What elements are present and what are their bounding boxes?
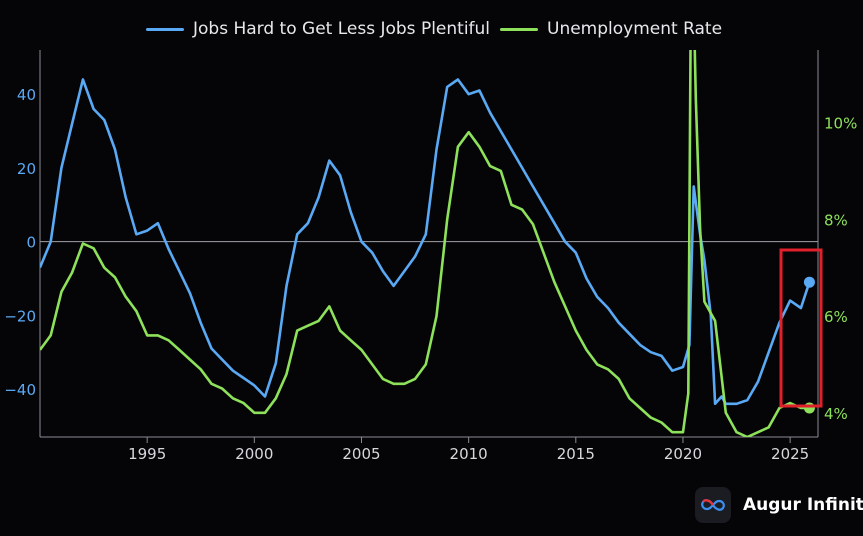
y-left-tick-label: −20 <box>4 307 36 325</box>
x-tick-label: 2015 <box>557 445 595 463</box>
y-left-tick-label: 20 <box>17 160 36 178</box>
x-tick-label: 2005 <box>342 445 380 463</box>
x-tick-label: 2025 <box>771 445 809 463</box>
x-tick-label: 2020 <box>664 445 702 463</box>
y-left-tick-label: 40 <box>17 86 36 104</box>
brand: Augur Infinity <box>695 486 863 524</box>
x-tick-label: 2010 <box>450 445 488 463</box>
infinity-icon <box>695 487 731 523</box>
y-right-tick-label: 8% <box>824 211 848 229</box>
y-right-tick-label: 4% <box>824 405 848 423</box>
legend-label-unemployment: Unemployment Rate <box>547 19 723 39</box>
legend-swatch-unemployment <box>500 27 538 31</box>
brand-name: Augur Infinity <box>743 495 863 515</box>
series-endpoint-unemployment <box>803 402 815 414</box>
y-left-tick-label: −40 <box>4 381 36 399</box>
series-endpoint-jobs <box>803 276 815 288</box>
series-line-unemployment <box>40 50 810 437</box>
y-right-tick-label: 6% <box>824 308 848 326</box>
legend-item-jobs[interactable]: Jobs Hard to Get Less Jobs Plentiful <box>146 14 490 44</box>
x-tick-label: 1995 <box>128 445 166 463</box>
chart-legend: Jobs Hard to Get Less Jobs Plentiful Une… <box>0 14 863 44</box>
highlight-box <box>779 248 823 408</box>
legend-swatch-jobs <box>146 27 184 31</box>
y-left-tick-label: 0 <box>26 234 36 252</box>
legend-label-jobs: Jobs Hard to Get Less Jobs Plentiful <box>193 19 491 39</box>
legend-item-unemployment[interactable]: Unemployment Rate <box>500 14 722 44</box>
x-tick-label: 2000 <box>235 445 273 463</box>
y-right-tick-label: 10% <box>824 115 857 133</box>
